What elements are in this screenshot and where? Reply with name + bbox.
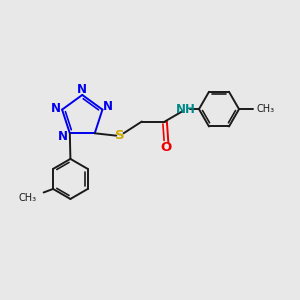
Text: N: N [51, 102, 61, 115]
Text: N: N [103, 100, 113, 113]
Text: CH₃: CH₃ [257, 104, 275, 114]
Text: S: S [115, 129, 124, 142]
Text: O: O [161, 141, 172, 154]
Text: N: N [58, 130, 68, 143]
Text: N: N [77, 82, 87, 95]
Text: NH: NH [176, 103, 196, 116]
Text: CH₃: CH₃ [18, 193, 36, 203]
